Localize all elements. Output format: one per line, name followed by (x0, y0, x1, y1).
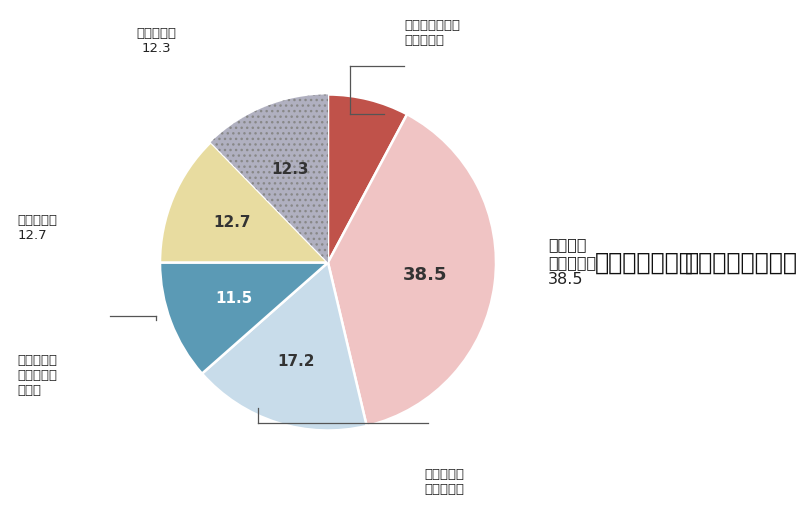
Wedge shape (328, 94, 407, 262)
Text: マイナスの
影響がある: マイナスの 影響がある (424, 468, 464, 496)
Text: 県内進出の影響: 県内進出の影響 (594, 250, 694, 275)
Wedge shape (210, 94, 328, 262)
Text: 38.5: 38.5 (402, 266, 447, 284)
Wedge shape (202, 262, 366, 430)
Text: 12.3: 12.3 (271, 162, 309, 176)
Text: 12.7: 12.7 (214, 215, 250, 229)
Wedge shape (160, 262, 328, 374)
Text: 11.5: 11.5 (215, 291, 252, 306)
Text: プラスの
影響がある
38.5: プラスの 影響がある 38.5 (548, 238, 596, 287)
Text: 17.2: 17.2 (278, 354, 315, 369)
Wedge shape (160, 142, 328, 262)
Wedge shape (328, 114, 496, 426)
Text: 影響はない
12.7: 影響はない 12.7 (18, 214, 58, 243)
Text: わからない
12.3: わからない 12.3 (136, 27, 176, 55)
Text: マイナスの
影響が大い
にある: マイナスの 影響が大い にある (18, 354, 58, 397)
Text: プラスの影響が
大いにある: プラスの影響が 大いにある (404, 19, 460, 47)
Text: 半導体関連企業の: 半導体関連企業の (686, 250, 798, 275)
